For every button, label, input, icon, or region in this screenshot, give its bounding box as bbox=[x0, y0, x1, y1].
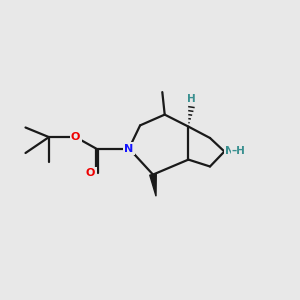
Text: N: N bbox=[124, 143, 134, 154]
Text: N: N bbox=[225, 146, 235, 157]
Polygon shape bbox=[150, 174, 156, 196]
Text: O: O bbox=[86, 168, 95, 178]
Text: H: H bbox=[187, 94, 196, 104]
Text: –H: –H bbox=[232, 146, 246, 157]
Text: O: O bbox=[71, 132, 80, 142]
